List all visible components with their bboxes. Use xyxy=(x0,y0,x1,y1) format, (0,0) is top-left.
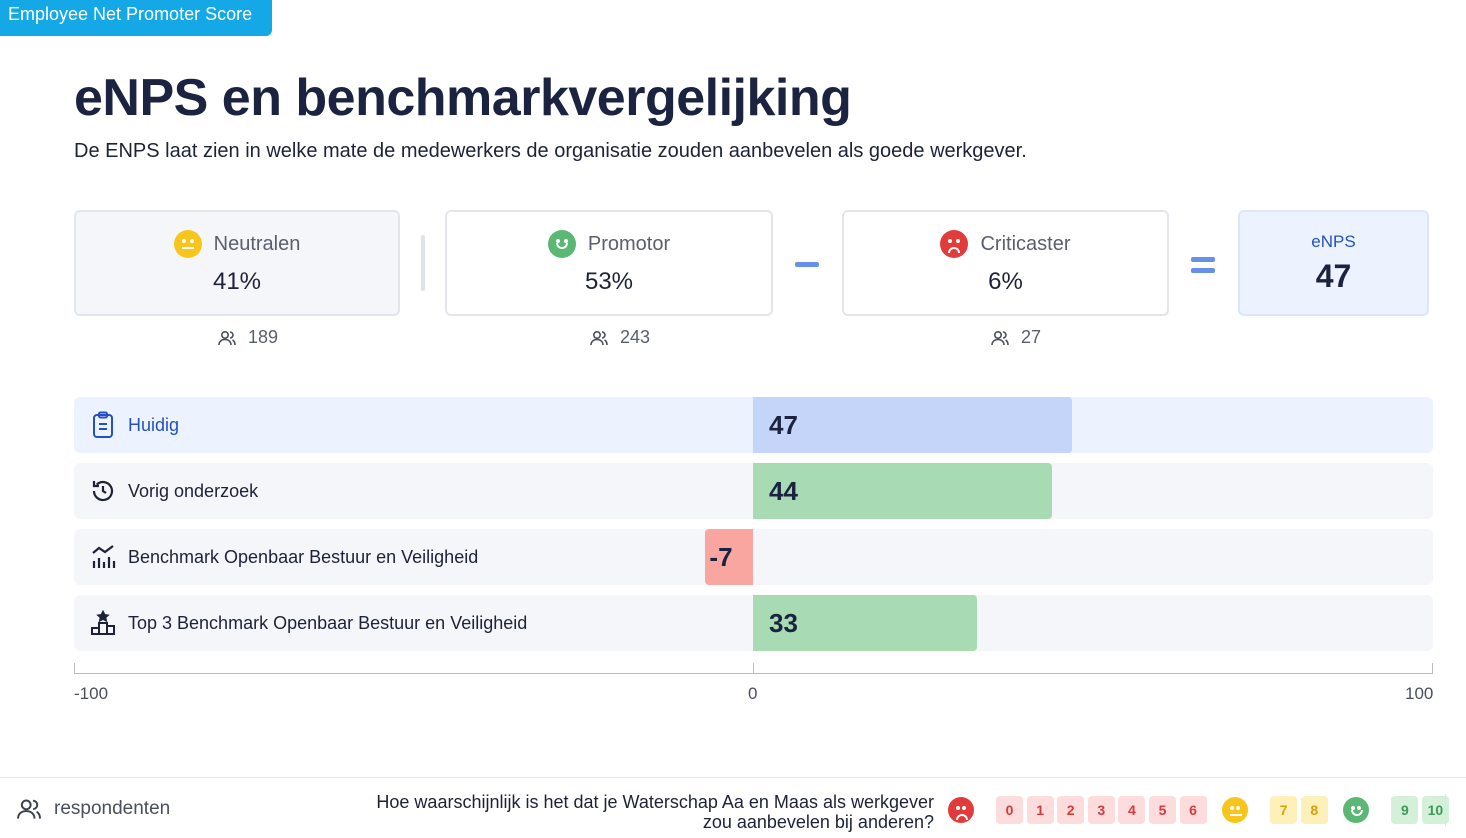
row-label: Huidig xyxy=(90,397,179,453)
neutral-label: Neutralen xyxy=(213,232,301,255)
enps-card: eNPS 47 xyxy=(1238,210,1429,316)
score-chip: 6 xyxy=(1179,796,1207,824)
enps-value: 47 xyxy=(1315,257,1352,294)
row-label: Benchmark Openbaar Bestuur en Veiligheid xyxy=(90,529,478,585)
axis-tick xyxy=(74,663,75,674)
people-icon xyxy=(218,330,236,346)
promotor-card: Promotor 53% xyxy=(445,210,773,316)
section-tag: Employee Net Promoter Score xyxy=(0,0,272,36)
divider xyxy=(1445,794,1446,826)
history-icon xyxy=(90,478,116,504)
score-chip: 9 xyxy=(1391,796,1419,824)
axis-tick xyxy=(753,663,754,674)
sad-face-icon xyxy=(940,230,969,258)
minus-operator xyxy=(795,262,819,267)
tick-label-min: -100 xyxy=(74,684,109,703)
promotor-count: 243 xyxy=(590,327,650,348)
survey-question: Hoe waarschijnlijk is het dat je Watersc… xyxy=(376,792,934,832)
row-label-text: Benchmark Openbaar Bestuur en Veiligheid xyxy=(128,546,479,567)
critic-label: Criticaster xyxy=(980,232,1071,255)
question-line: zou aanbevelen bij anderen? xyxy=(702,812,934,832)
promotor-label: Promotor xyxy=(587,232,671,255)
neutral-count-value: 189 xyxy=(248,327,279,347)
happy-face-icon xyxy=(1343,797,1370,823)
page-subtitle: De ENPS laat zien in welke mate de medew… xyxy=(74,140,1027,162)
bar-4: 33 xyxy=(753,595,978,651)
respondents-label: respondenten xyxy=(54,798,171,819)
critic-count-value: 27 xyxy=(1021,327,1042,347)
score-chip: 1 xyxy=(1026,796,1054,824)
enps-label: eNPS xyxy=(1311,231,1356,251)
score-chip: 7 xyxy=(1270,796,1298,824)
chart-row: Benchmark Openbaar Bestuur en Veiligheid… xyxy=(74,529,1433,585)
neutral-face-icon xyxy=(1222,797,1249,823)
chart-trend-icon xyxy=(90,544,116,570)
people-icon xyxy=(590,330,608,346)
tick-label-zero: 0 xyxy=(748,684,758,703)
score-chip: 2 xyxy=(1057,796,1085,824)
score-chip: 10 xyxy=(1421,796,1449,824)
question-line: Hoe waarschijnlijk is het dat je Watersc… xyxy=(376,792,934,812)
promotor-count-value: 243 xyxy=(620,327,651,347)
divider xyxy=(421,235,425,291)
podium-icon xyxy=(90,610,116,636)
neutral-card: Neutralen 41% xyxy=(74,210,400,316)
critic-card: Criticaster 6% xyxy=(842,210,1169,316)
score-chip: 5 xyxy=(1148,796,1176,824)
row-label: Top 3 Benchmark Openbaar Bestuur en Veil… xyxy=(90,595,527,651)
chart-row: Vorig onderzoek 44 xyxy=(74,463,1433,519)
equals-operator xyxy=(1191,257,1215,273)
chart-row: Top 3 Benchmark Openbaar Bestuur en Veil… xyxy=(74,595,1433,651)
people-icon xyxy=(991,330,1009,346)
axis-tick xyxy=(1432,663,1433,674)
neutral-count: 189 xyxy=(218,327,278,348)
sad-face-icon xyxy=(948,797,974,823)
respondents-button[interactable]: respondenten xyxy=(16,798,170,820)
row-label-text: Vorig onderzoek xyxy=(128,480,259,501)
people-icon xyxy=(16,798,42,820)
neutral-value: 41% xyxy=(212,268,262,295)
row-label-text: Top 3 Benchmark Openbaar Bestuur en Veil… xyxy=(128,612,528,633)
score-chip: 0 xyxy=(996,796,1023,824)
happy-face-icon xyxy=(547,230,576,258)
bar-3: -7 xyxy=(705,529,753,585)
page-title: eNPS en benchmarkvergelijking xyxy=(74,69,852,127)
row-label: Vorig onderzoek xyxy=(90,463,258,519)
critic-count: 27 xyxy=(991,327,1041,348)
score-chip: 3 xyxy=(1087,796,1115,824)
clipboard-icon xyxy=(90,411,116,439)
tick-label-max: 100 xyxy=(1405,684,1434,703)
score-chip: 8 xyxy=(1300,796,1328,824)
bar-1: 47 xyxy=(753,397,1073,453)
footer: respondenten Hoe waarschijnlijk is het d… xyxy=(0,777,1466,838)
row-label-text: Huidig xyxy=(128,414,180,435)
chart-row: Huidig 47 xyxy=(74,397,1433,453)
neutral-face-icon xyxy=(173,230,202,258)
score-chip: 4 xyxy=(1118,796,1146,824)
bar-2: 44 xyxy=(753,463,1052,519)
promotor-value: 53% xyxy=(584,268,634,295)
critic-value: 6% xyxy=(988,268,1023,295)
